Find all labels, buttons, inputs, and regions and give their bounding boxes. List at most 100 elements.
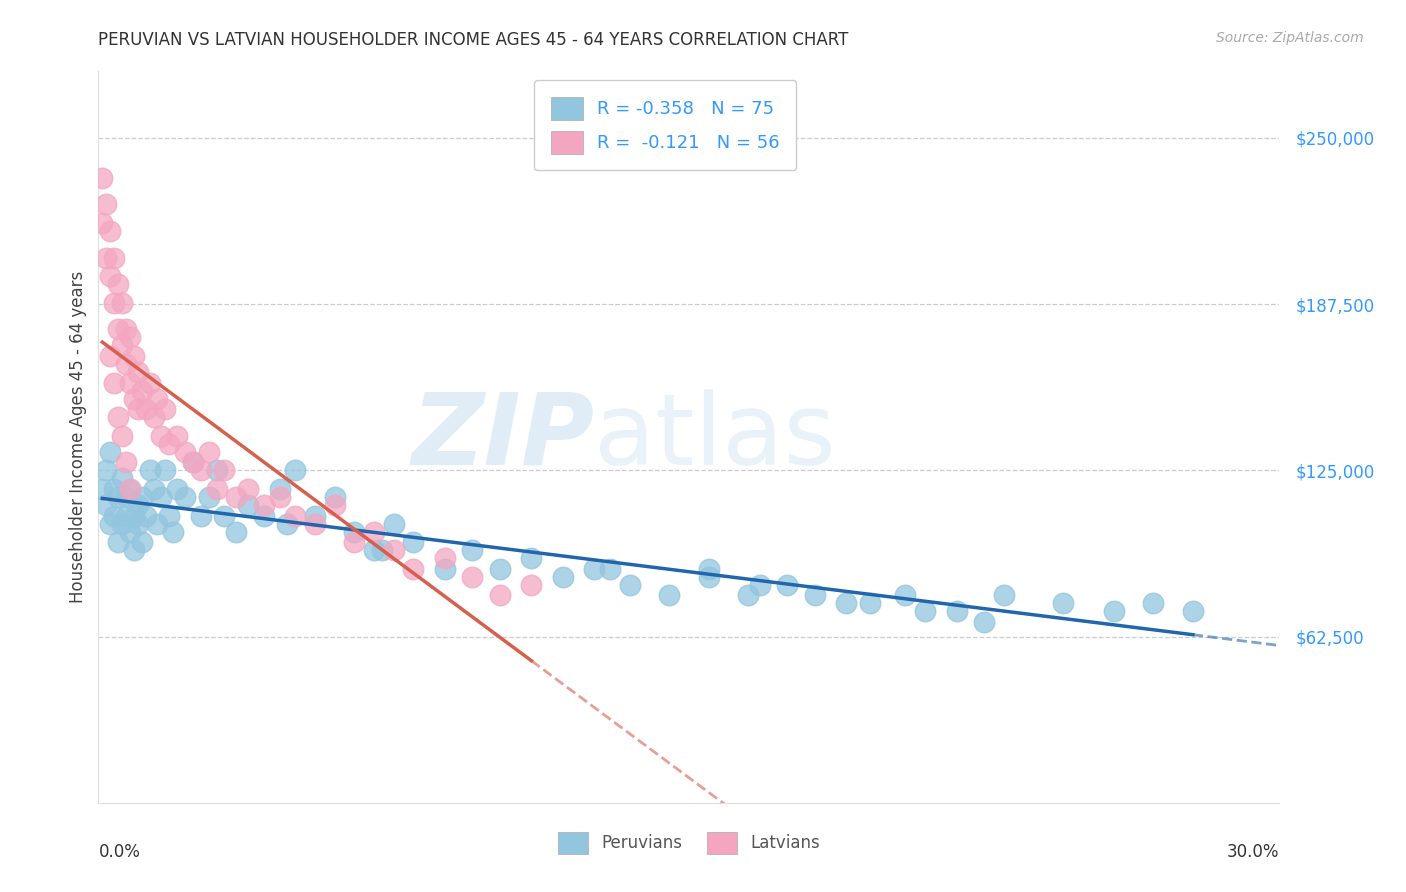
Point: [107, 535, 129, 549]
Point: [91, 170, 114, 185]
Point: [138, 376, 160, 390]
Point: [225, 524, 247, 539]
Point: [402, 535, 425, 549]
Point: [96, 251, 118, 265]
Point: [304, 516, 326, 531]
Point: [131, 384, 153, 398]
Point: [127, 498, 149, 512]
Point: [382, 516, 405, 531]
Point: [835, 596, 858, 610]
Point: [115, 490, 138, 504]
Point: [993, 588, 1015, 602]
Point: [122, 543, 145, 558]
Point: [599, 562, 621, 576]
Point: [166, 429, 188, 443]
Point: [91, 482, 114, 496]
Point: [973, 615, 995, 629]
Point: [115, 322, 138, 336]
Text: ZIP: ZIP: [412, 389, 595, 485]
Point: [343, 524, 366, 539]
Point: [461, 543, 484, 558]
Point: [174, 490, 197, 504]
Point: [162, 524, 184, 539]
Point: [142, 482, 165, 496]
Point: [150, 490, 173, 504]
Point: [382, 543, 405, 558]
Text: Source: ZipAtlas.com: Source: ZipAtlas.com: [1216, 31, 1364, 45]
Point: [107, 410, 129, 425]
Point: [146, 392, 169, 406]
Point: [284, 463, 307, 477]
Point: [166, 482, 188, 496]
Point: [155, 463, 177, 477]
Point: [115, 455, 138, 469]
Point: [225, 490, 247, 504]
Point: [98, 444, 121, 458]
Point: [205, 463, 228, 477]
Point: [914, 604, 936, 618]
Point: [323, 498, 346, 512]
Point: [583, 562, 606, 576]
Point: [96, 463, 118, 477]
Point: [111, 295, 134, 310]
Point: [214, 463, 236, 477]
Point: [489, 562, 512, 576]
Point: [363, 524, 385, 539]
Point: [205, 482, 228, 496]
Point: [363, 543, 385, 558]
Point: [804, 588, 827, 602]
Point: [181, 455, 204, 469]
Y-axis label: Householder Income Ages 45 - 64 years: Householder Income Ages 45 - 64 years: [69, 271, 87, 603]
Point: [181, 455, 204, 469]
Point: [131, 490, 153, 504]
Point: [118, 376, 141, 390]
Point: [111, 338, 134, 352]
Point: [103, 251, 125, 265]
Point: [859, 596, 882, 610]
Point: [174, 444, 197, 458]
Point: [433, 551, 456, 566]
Point: [98, 349, 121, 363]
Point: [157, 508, 180, 523]
Point: [131, 535, 153, 549]
Point: [945, 604, 967, 618]
Point: [697, 562, 720, 576]
Point: [91, 216, 114, 230]
Point: [127, 516, 149, 531]
Point: [138, 463, 160, 477]
Point: [894, 588, 917, 602]
Point: [98, 516, 121, 531]
Point: [253, 508, 276, 523]
Point: [1052, 596, 1074, 610]
Point: [96, 197, 118, 211]
Point: [115, 357, 138, 371]
Point: [276, 516, 298, 531]
Point: [157, 436, 180, 450]
Point: [197, 490, 219, 504]
Point: [98, 224, 121, 238]
Point: [127, 365, 149, 379]
Point: [214, 508, 236, 523]
Point: [118, 330, 141, 344]
Point: [107, 322, 129, 336]
Point: [236, 498, 259, 512]
Point: [103, 508, 125, 523]
Point: [253, 498, 276, 512]
Point: [1102, 604, 1125, 618]
Point: [776, 577, 799, 591]
Text: PERUVIAN VS LATVIAN HOUSEHOLDER INCOME AGES 45 - 64 YEARS CORRELATION CHART: PERUVIAN VS LATVIAN HOUSEHOLDER INCOME A…: [98, 31, 849, 49]
Point: [103, 482, 125, 496]
Point: [343, 535, 366, 549]
Point: [115, 508, 138, 523]
Point: [122, 508, 145, 523]
Point: [1181, 604, 1204, 618]
Point: [658, 588, 681, 602]
Point: [127, 402, 149, 417]
Point: [269, 490, 291, 504]
Point: [107, 490, 129, 504]
Point: [96, 498, 118, 512]
Text: 30.0%: 30.0%: [1227, 843, 1279, 861]
Point: [111, 471, 134, 485]
Point: [122, 349, 145, 363]
Point: [269, 482, 291, 496]
